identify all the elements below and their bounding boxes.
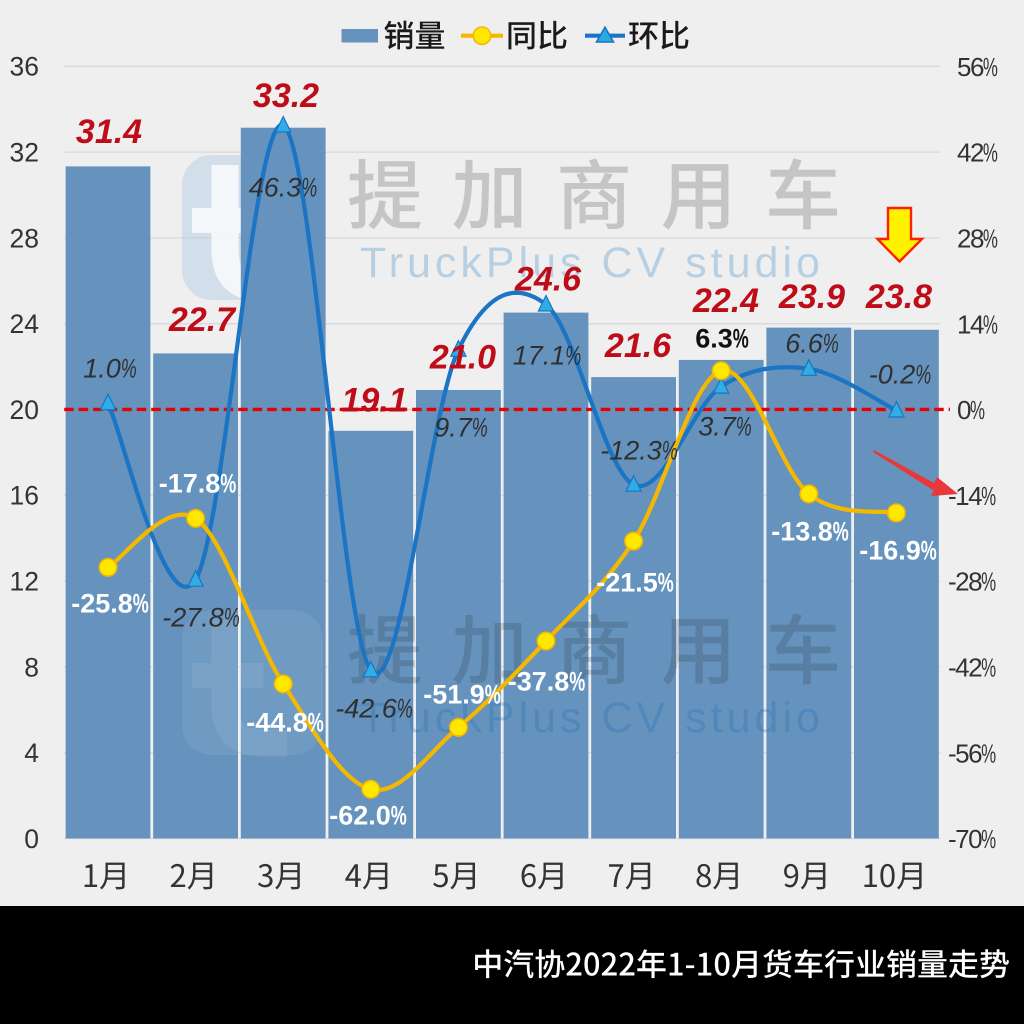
- svg-text:-25.8%: -25.8%: [71, 589, 149, 619]
- svg-text:12: 12: [10, 567, 39, 597]
- svg-text:-16.9%: -16.9%: [859, 536, 937, 566]
- svg-text:42%: 42%: [957, 138, 998, 168]
- svg-text:-44.8%: -44.8%: [246, 708, 324, 738]
- svg-text:56%: 56%: [957, 52, 998, 82]
- svg-text:22.4: 22.4: [692, 282, 759, 320]
- svg-text:23.9: 23.9: [778, 278, 845, 316]
- svg-text:-37.8%: -37.8%: [508, 667, 586, 697]
- svg-text:-62.0%: -62.0%: [329, 801, 407, 831]
- svg-text:23.8: 23.8: [865, 278, 932, 316]
- svg-text:46.3%: 46.3%: [249, 173, 318, 203]
- svg-text:21.0: 21.0: [429, 339, 496, 377]
- svg-text:24.6: 24.6: [514, 261, 582, 299]
- svg-text:-12.3%: -12.3%: [600, 436, 678, 466]
- svg-text:20: 20: [10, 395, 39, 425]
- svg-text:17.1%: 17.1%: [513, 341, 582, 371]
- svg-text:22.7: 22.7: [168, 301, 237, 339]
- svg-text:1.0%: 1.0%: [83, 354, 137, 384]
- svg-text:24: 24: [10, 309, 39, 339]
- svg-text:-13.8%: -13.8%: [771, 517, 849, 547]
- svg-text:31.4: 31.4: [76, 113, 142, 151]
- svg-text:-21.5%: -21.5%: [596, 568, 674, 598]
- svg-text:3.7%: 3.7%: [698, 412, 752, 442]
- svg-text:-42.6%: -42.6%: [335, 694, 413, 724]
- svg-text:4: 4: [24, 738, 39, 768]
- svg-text:6.3%: 6.3%: [695, 324, 749, 354]
- svg-text:16: 16: [10, 481, 39, 511]
- svg-text:TruckPlus CV studio: TruckPlus CV studio: [360, 694, 824, 742]
- svg-text:-70%: -70%: [948, 824, 996, 854]
- svg-text:TruckPlus CV studio: TruckPlus CV studio: [360, 239, 824, 287]
- svg-text:-28%: -28%: [948, 567, 996, 597]
- svg-text:6.6%: 6.6%: [785, 329, 839, 359]
- svg-text:14%: 14%: [957, 309, 998, 339]
- svg-text:21.6: 21.6: [604, 327, 672, 365]
- svg-text:8: 8: [24, 652, 39, 682]
- svg-text:-17.8%: -17.8%: [159, 469, 237, 499]
- svg-text:36: 36: [10, 52, 39, 82]
- svg-text:19.1: 19.1: [341, 382, 407, 420]
- svg-text:-14%: -14%: [948, 481, 996, 511]
- svg-text:-56%: -56%: [948, 738, 996, 768]
- svg-text:9.7%: 9.7%: [434, 413, 488, 443]
- svg-text:-42%: -42%: [948, 653, 996, 683]
- svg-text:-27.8%: -27.8%: [162, 603, 240, 633]
- svg-text:32: 32: [10, 138, 39, 168]
- svg-text:33.2: 33.2: [253, 77, 319, 115]
- svg-text:0%: 0%: [957, 395, 985, 425]
- svg-text:28%: 28%: [957, 224, 998, 254]
- svg-text:28: 28: [10, 223, 39, 253]
- svg-text:-0.2%: -0.2%: [869, 360, 932, 390]
- svg-text:-51.9%: -51.9%: [423, 680, 501, 710]
- svg-text:0: 0: [24, 824, 39, 854]
